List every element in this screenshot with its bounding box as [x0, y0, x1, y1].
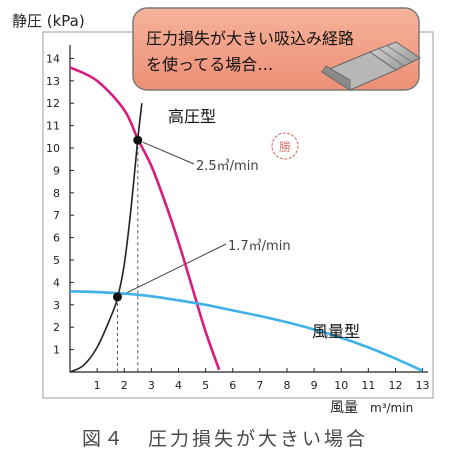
x-tick-label: 5 [202, 379, 209, 392]
x-tick-label: 12 [388, 379, 402, 392]
series-label-high-pressure: 高圧型 [168, 107, 216, 126]
y-tick-label: 1 [53, 344, 60, 357]
operating-point [133, 135, 143, 145]
x-tick-label: 2 [121, 379, 128, 392]
y-tick-label: 5 [53, 254, 60, 267]
guide-lines [116, 140, 227, 372]
y-tick-label: 7 [53, 209, 60, 222]
point-label-2-5: 2.5㎥/min [196, 159, 259, 174]
x-tick-label: 8 [283, 379, 290, 392]
operating-points [112, 135, 143, 302]
system-resistance-curve [69, 103, 143, 373]
series-line-high-flow [69, 290, 424, 373]
point-leader-line [122, 243, 227, 296]
y-axis-label: 静圧 (kPa) [12, 12, 85, 30]
x-tick-label: 1 [94, 379, 101, 392]
y-tick-label: 6 [53, 232, 60, 245]
y-tick-label: 14 [46, 52, 60, 65]
series-label-high-flow: 風量型 [312, 322, 360, 341]
x-tick-label: 11 [361, 379, 375, 392]
y-tick-label: 8 [53, 187, 60, 200]
y-tick-label: 12 [46, 97, 60, 110]
callout-box: 圧力損失が大きい吸込み経路 を使ってる場合… [132, 7, 421, 91]
x-tick-label: 4 [175, 379, 182, 392]
x-tick-label: 7 [256, 379, 263, 392]
x-tick-label: 10 [334, 379, 348, 392]
y-tick-label: 10 [46, 142, 60, 155]
series-line-high-pressure [69, 66, 221, 371]
x-tick-label: 6 [229, 379, 236, 392]
x-ticks: 1 2 3 4 5 6 7 8 9 10 11 12 13 [94, 368, 430, 392]
stamp-seal: 勝 [271, 132, 299, 160]
chart: 圧力損失が大きい吸込み経路 を使ってる場合… 勝 1 2 3 4 5 6 7 8 9 10 11 12… [12, 7, 434, 416]
y-tick-label: 2 [53, 321, 60, 334]
y-tick-label: 11 [46, 120, 60, 133]
callout-line-1: 圧力損失が大きい吸込み経路 [146, 29, 354, 48]
series-lines [69, 66, 424, 373]
x-tick-label: 9 [311, 379, 318, 392]
x-tick-label: 3 [148, 379, 155, 392]
svg-text:勝: 勝 [279, 139, 291, 154]
y-tick-label: 9 [53, 164, 60, 177]
y-tick-label: 4 [53, 276, 60, 289]
x-tick-label: 13 [416, 379, 430, 392]
x-axis-unit: m³/min [370, 401, 413, 415]
x-axis-label: 風量 [330, 400, 358, 416]
point-leader-line [142, 141, 195, 165]
figure-caption: 図４ 圧力損失が大きい場合 [81, 428, 368, 450]
callout-line-2: を使ってる場合… [146, 55, 273, 74]
y-tick-label: 13 [46, 75, 60, 88]
y-tick-label: 3 [53, 299, 60, 312]
point-label-1-7: 1.7㎥/min [228, 239, 291, 254]
operating-point [112, 292, 122, 302]
duct-illustration [320, 41, 421, 91]
